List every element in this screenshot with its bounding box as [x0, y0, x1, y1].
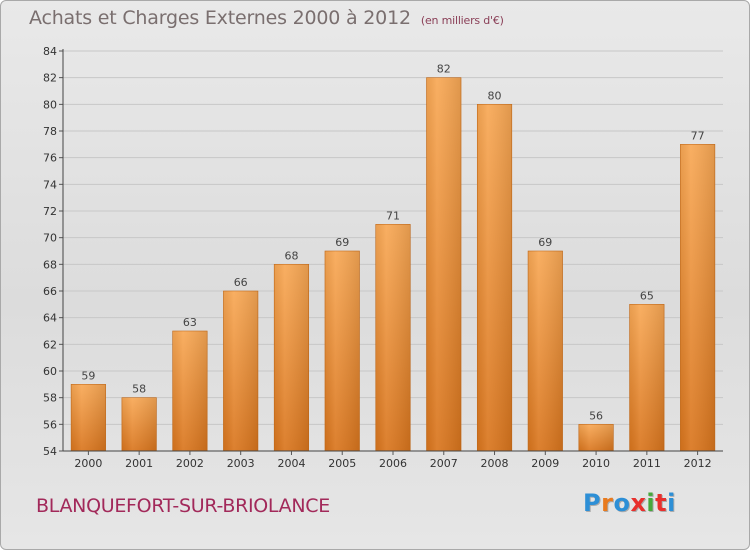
bar-shade — [172, 331, 208, 451]
bar-shade — [477, 104, 512, 451]
x-tick-label: 2012 — [684, 457, 712, 470]
x-tick-label: 2003 — [227, 457, 255, 470]
town-name: BLANQUEFORT-SUR-BRIOLANCE — [36, 495, 330, 517]
y-tick-label: 84 — [43, 45, 57, 58]
data-label: 77 — [691, 129, 705, 142]
x-tick-label: 2008 — [481, 457, 509, 470]
data-label: 65 — [640, 289, 654, 302]
logo-letter: i — [646, 489, 656, 517]
data-label: 80 — [488, 89, 502, 102]
data-label: 66 — [234, 276, 248, 289]
logo-letter: r — [601, 489, 614, 517]
data-label: 58 — [132, 383, 146, 396]
bar-shade — [71, 384, 106, 451]
y-tick-label: 56 — [43, 418, 57, 431]
y-tick-label: 68 — [43, 258, 57, 271]
y-tick-label: 74 — [43, 178, 57, 191]
logo-letter: x — [630, 489, 647, 517]
bar-shade — [578, 424, 614, 451]
chart-title: Achats et Charges Externes 2000 à 2012 (e… — [29, 7, 504, 29]
data-label: 69 — [335, 236, 349, 249]
y-tick-label: 80 — [43, 98, 57, 111]
x-tick-label: 2005 — [328, 457, 356, 470]
data-label: 59 — [81, 369, 95, 382]
proxiti-logo[interactable]: Proxiti — [583, 489, 676, 517]
logo-letter: t — [655, 489, 668, 517]
x-tick-label: 2000 — [74, 457, 102, 470]
x-tick-label: 2006 — [379, 457, 407, 470]
y-tick-label: 58 — [43, 392, 57, 405]
y-tick-label: 64 — [43, 312, 57, 325]
bar-shade — [121, 397, 157, 451]
data-label: 63 — [183, 316, 197, 329]
x-tick-label: 2004 — [277, 457, 305, 470]
y-tick-label: 76 — [43, 152, 57, 165]
y-tick-label: 66 — [43, 285, 57, 298]
data-label: 69 — [538, 236, 552, 249]
bar-shade — [629, 304, 665, 451]
bar-shade — [680, 144, 715, 452]
y-tick-label: 60 — [43, 365, 57, 378]
y-tick-label: 54 — [43, 445, 57, 458]
bar-shade — [324, 251, 360, 451]
x-tick-label: 2002 — [176, 457, 204, 470]
bar-shade — [528, 251, 563, 451]
bar-shade — [375, 224, 411, 451]
data-label: 68 — [284, 249, 298, 262]
y-tick-label: 82 — [43, 72, 57, 85]
bar-shade — [426, 77, 462, 452]
x-tick-label: 2010 — [582, 457, 610, 470]
x-tick-label: 2011 — [633, 457, 661, 470]
data-label: 82 — [437, 63, 451, 76]
y-tick-label: 70 — [43, 232, 57, 245]
logo-letter: i — [667, 489, 676, 517]
logo-letter: P — [583, 489, 602, 517]
bar-shade — [223, 291, 258, 451]
y-tick-label: 78 — [43, 125, 57, 138]
data-label: 56 — [589, 409, 603, 422]
chart-title-text: Achats et Charges Externes 2000 à 2012 — [29, 7, 411, 29]
chart-subtitle: (en milliers d'€) — [420, 14, 504, 27]
logo-letter: o — [613, 489, 631, 517]
x-tick-label: 2009 — [531, 457, 559, 470]
y-tick-label: 62 — [43, 338, 57, 351]
x-tick-label: 2007 — [430, 457, 458, 470]
x-tick-label: 2001 — [125, 457, 153, 470]
data-label: 71 — [386, 209, 400, 222]
bar-shade — [274, 264, 309, 451]
y-tick-label: 72 — [43, 205, 57, 218]
